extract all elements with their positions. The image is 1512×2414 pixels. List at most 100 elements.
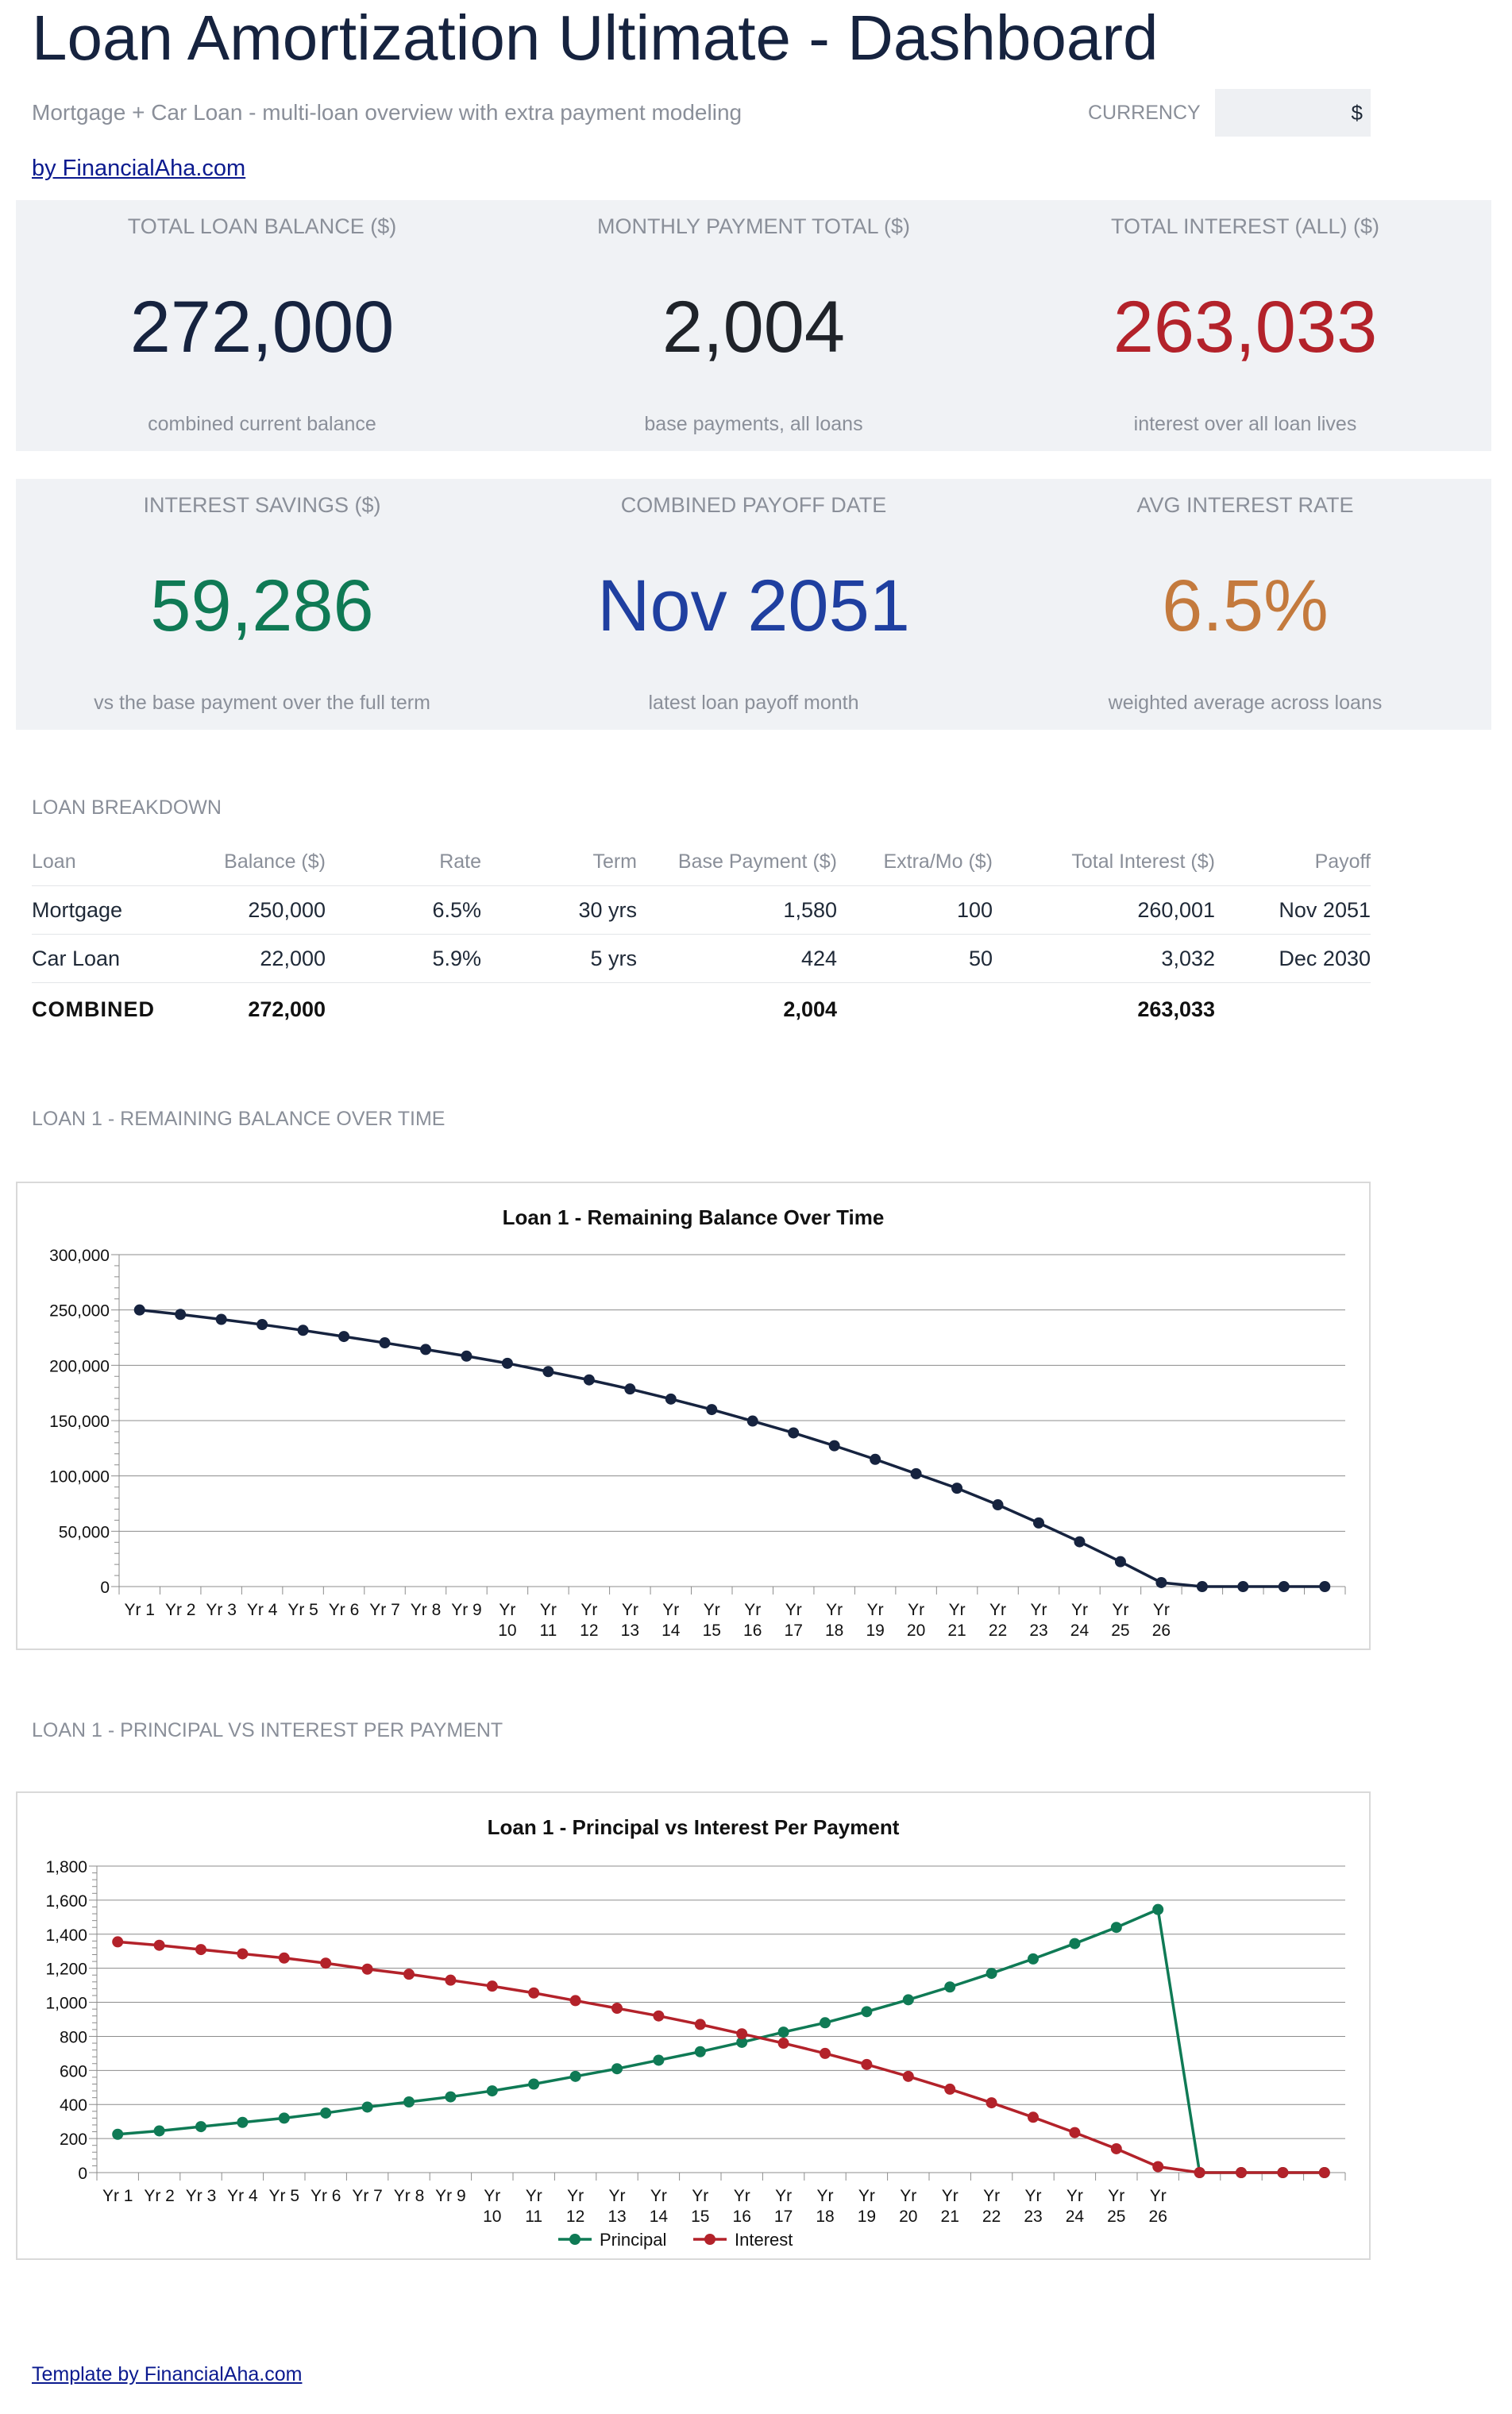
data-point	[569, 2070, 581, 2082]
data-point	[112, 2128, 124, 2140]
x-tick-label-line: 18	[825, 1622, 843, 1640]
data-point	[278, 1952, 290, 1964]
data-point	[986, 2097, 997, 2109]
data-point	[1194, 2167, 1205, 2178]
table-cell	[326, 983, 481, 1036]
data-point	[706, 1404, 718, 1416]
x-tick-label-line: 19	[866, 1622, 884, 1640]
x-tick-label: Yr 18	[825, 1601, 843, 1640]
principal-interest-chart-container: Loan 1 - Principal vs Interest Per Payme…	[16, 1791, 1371, 2260]
y-tick-label: 200	[60, 2131, 87, 2149]
data-point	[1114, 1556, 1126, 1568]
data-point	[820, 2047, 831, 2059]
kpi-band-2: INTEREST SAVINGS ($) 59,286 vs the base …	[16, 479, 1491, 730]
x-tick-label: Yr 23	[1029, 1601, 1047, 1640]
data-point	[1236, 2167, 1247, 2178]
x-tick-label-line: Yr	[1025, 2187, 1042, 2205]
x-tick-label: Yr 2	[165, 1601, 196, 1619]
kpi-label: TOTAL INTEREST (ALL) ($)	[1110, 214, 1380, 238]
data-point	[1278, 1581, 1290, 1592]
col-header: Term	[481, 838, 637, 886]
x-tick-label: Yr 9	[451, 1601, 482, 1619]
data-point	[1152, 2161, 1164, 2173]
x-tick-label: Yr 26	[1152, 1601, 1171, 1640]
section-loan-breakdown: LOAN BREAKDOWN	[32, 796, 222, 819]
x-tick-label-line: 23	[1024, 2208, 1042, 2226]
table-cell: 3,032	[993, 934, 1215, 983]
data-point	[611, 2063, 623, 2075]
data-point	[902, 2070, 914, 2082]
data-point	[528, 1987, 540, 1999]
x-tick-label: Yr 16	[743, 1601, 762, 1640]
data-point	[237, 1948, 249, 1960]
x-tick-label: Yr 6	[329, 1601, 360, 1619]
data-point	[361, 1963, 373, 1975]
table-cell: 100	[837, 885, 993, 935]
data-point	[861, 2006, 873, 2018]
y-tick-label: 1,000	[45, 1995, 87, 2013]
x-tick-label-line: 21	[941, 2208, 959, 2226]
col-header: Base Payment ($)	[637, 838, 837, 886]
x-tick-label: Yr 5	[287, 1601, 318, 1619]
x-tick-label: Yr 8	[411, 1601, 442, 1619]
data-point	[828, 1440, 840, 1452]
x-tick-label: Yr 10	[483, 2187, 501, 2226]
data-point	[788, 1427, 800, 1439]
x-tick-label-line: Yr	[744, 1601, 761, 1619]
x-tick-label: Yr 3	[206, 1601, 237, 1619]
data-point	[1319, 1581, 1331, 1592]
x-tick-label-line: Yr	[1066, 2187, 1083, 2205]
footer-link[interactable]: Template by FinancialAha.com	[32, 2363, 303, 2385]
x-tick-label: Yr 21	[941, 2187, 959, 2226]
table-cell: 5.9%	[326, 934, 481, 983]
x-tick-label-line: 18	[816, 2208, 834, 2226]
data-point	[583, 1374, 595, 1386]
financialaha-link[interactable]: by FinancialAha.com	[32, 156, 246, 181]
series-line	[139, 1308, 1325, 1588]
x-tick-label: Yr 20	[899, 2187, 917, 2226]
kpi-value: 272,000	[129, 287, 395, 368]
x-tick-label-line: 26	[1149, 2208, 1167, 2226]
data-point	[653, 2010, 665, 2022]
x-tick-label-line: 25	[1107, 2208, 1125, 2226]
series-line	[118, 1940, 1325, 2174]
x-tick-label: Yr 23	[1024, 2187, 1042, 2226]
data-point	[461, 1350, 472, 1362]
balance-chart: Loan 1 - Remaining Balance Over Time 0 50,…	[49, 1205, 1346, 1640]
kpi-label: COMBINED PAYOFF DATE	[620, 493, 887, 517]
data-point	[1110, 1922, 1122, 1934]
legend-marker	[704, 2234, 716, 2245]
data-point	[1277, 2167, 1289, 2178]
x-tick-label: Yr 11	[539, 1601, 557, 1640]
data-point	[653, 2054, 665, 2066]
y-tick-label: 0	[100, 1579, 110, 1597]
y-tick-label: 400	[60, 2096, 87, 2115]
x-tick-label-line: Yr	[622, 1601, 638, 1619]
x-tick-label-line: 25	[1111, 1622, 1129, 1640]
data-point	[361, 2101, 373, 2113]
x-tick-label-line: Yr	[499, 1601, 515, 1619]
currency-input[interactable]: $	[1215, 89, 1371, 137]
data-point	[445, 1974, 457, 1986]
x-tick-label-line: 12	[566, 2208, 584, 2226]
data-point	[320, 1957, 332, 1969]
x-tick-label: Yr 18	[816, 2187, 834, 2226]
data-point	[1033, 1517, 1044, 1529]
x-tick-label-line: Yr	[1153, 1601, 1170, 1619]
col-header: Extra/Mo ($)	[837, 838, 993, 886]
x-tick-label-line: Yr	[983, 2187, 1000, 2205]
kpi-value: 263,033	[1113, 287, 1378, 368]
kpi-label: MONTHLY PAYMENT TOTAL ($)	[596, 214, 911, 238]
x-tick-label-line: 24	[1070, 1622, 1090, 1640]
x-tick-label: Yr 13	[608, 2187, 626, 2226]
x-tick-label: Yr 10	[498, 1601, 516, 1640]
kpi-label: INTEREST SAVINGS ($)	[143, 493, 381, 517]
legend-marker	[569, 2234, 580, 2245]
x-tick-label: Yr 20	[907, 1601, 925, 1640]
data-point	[215, 1313, 227, 1325]
x-tick-label-line: Yr	[567, 2187, 584, 2205]
kpi-sub: vs the base payment over the full term	[94, 692, 430, 714]
x-tick-label: Yr 12	[580, 1601, 598, 1640]
data-point	[379, 1337, 391, 1349]
data-point	[195, 1944, 206, 1956]
